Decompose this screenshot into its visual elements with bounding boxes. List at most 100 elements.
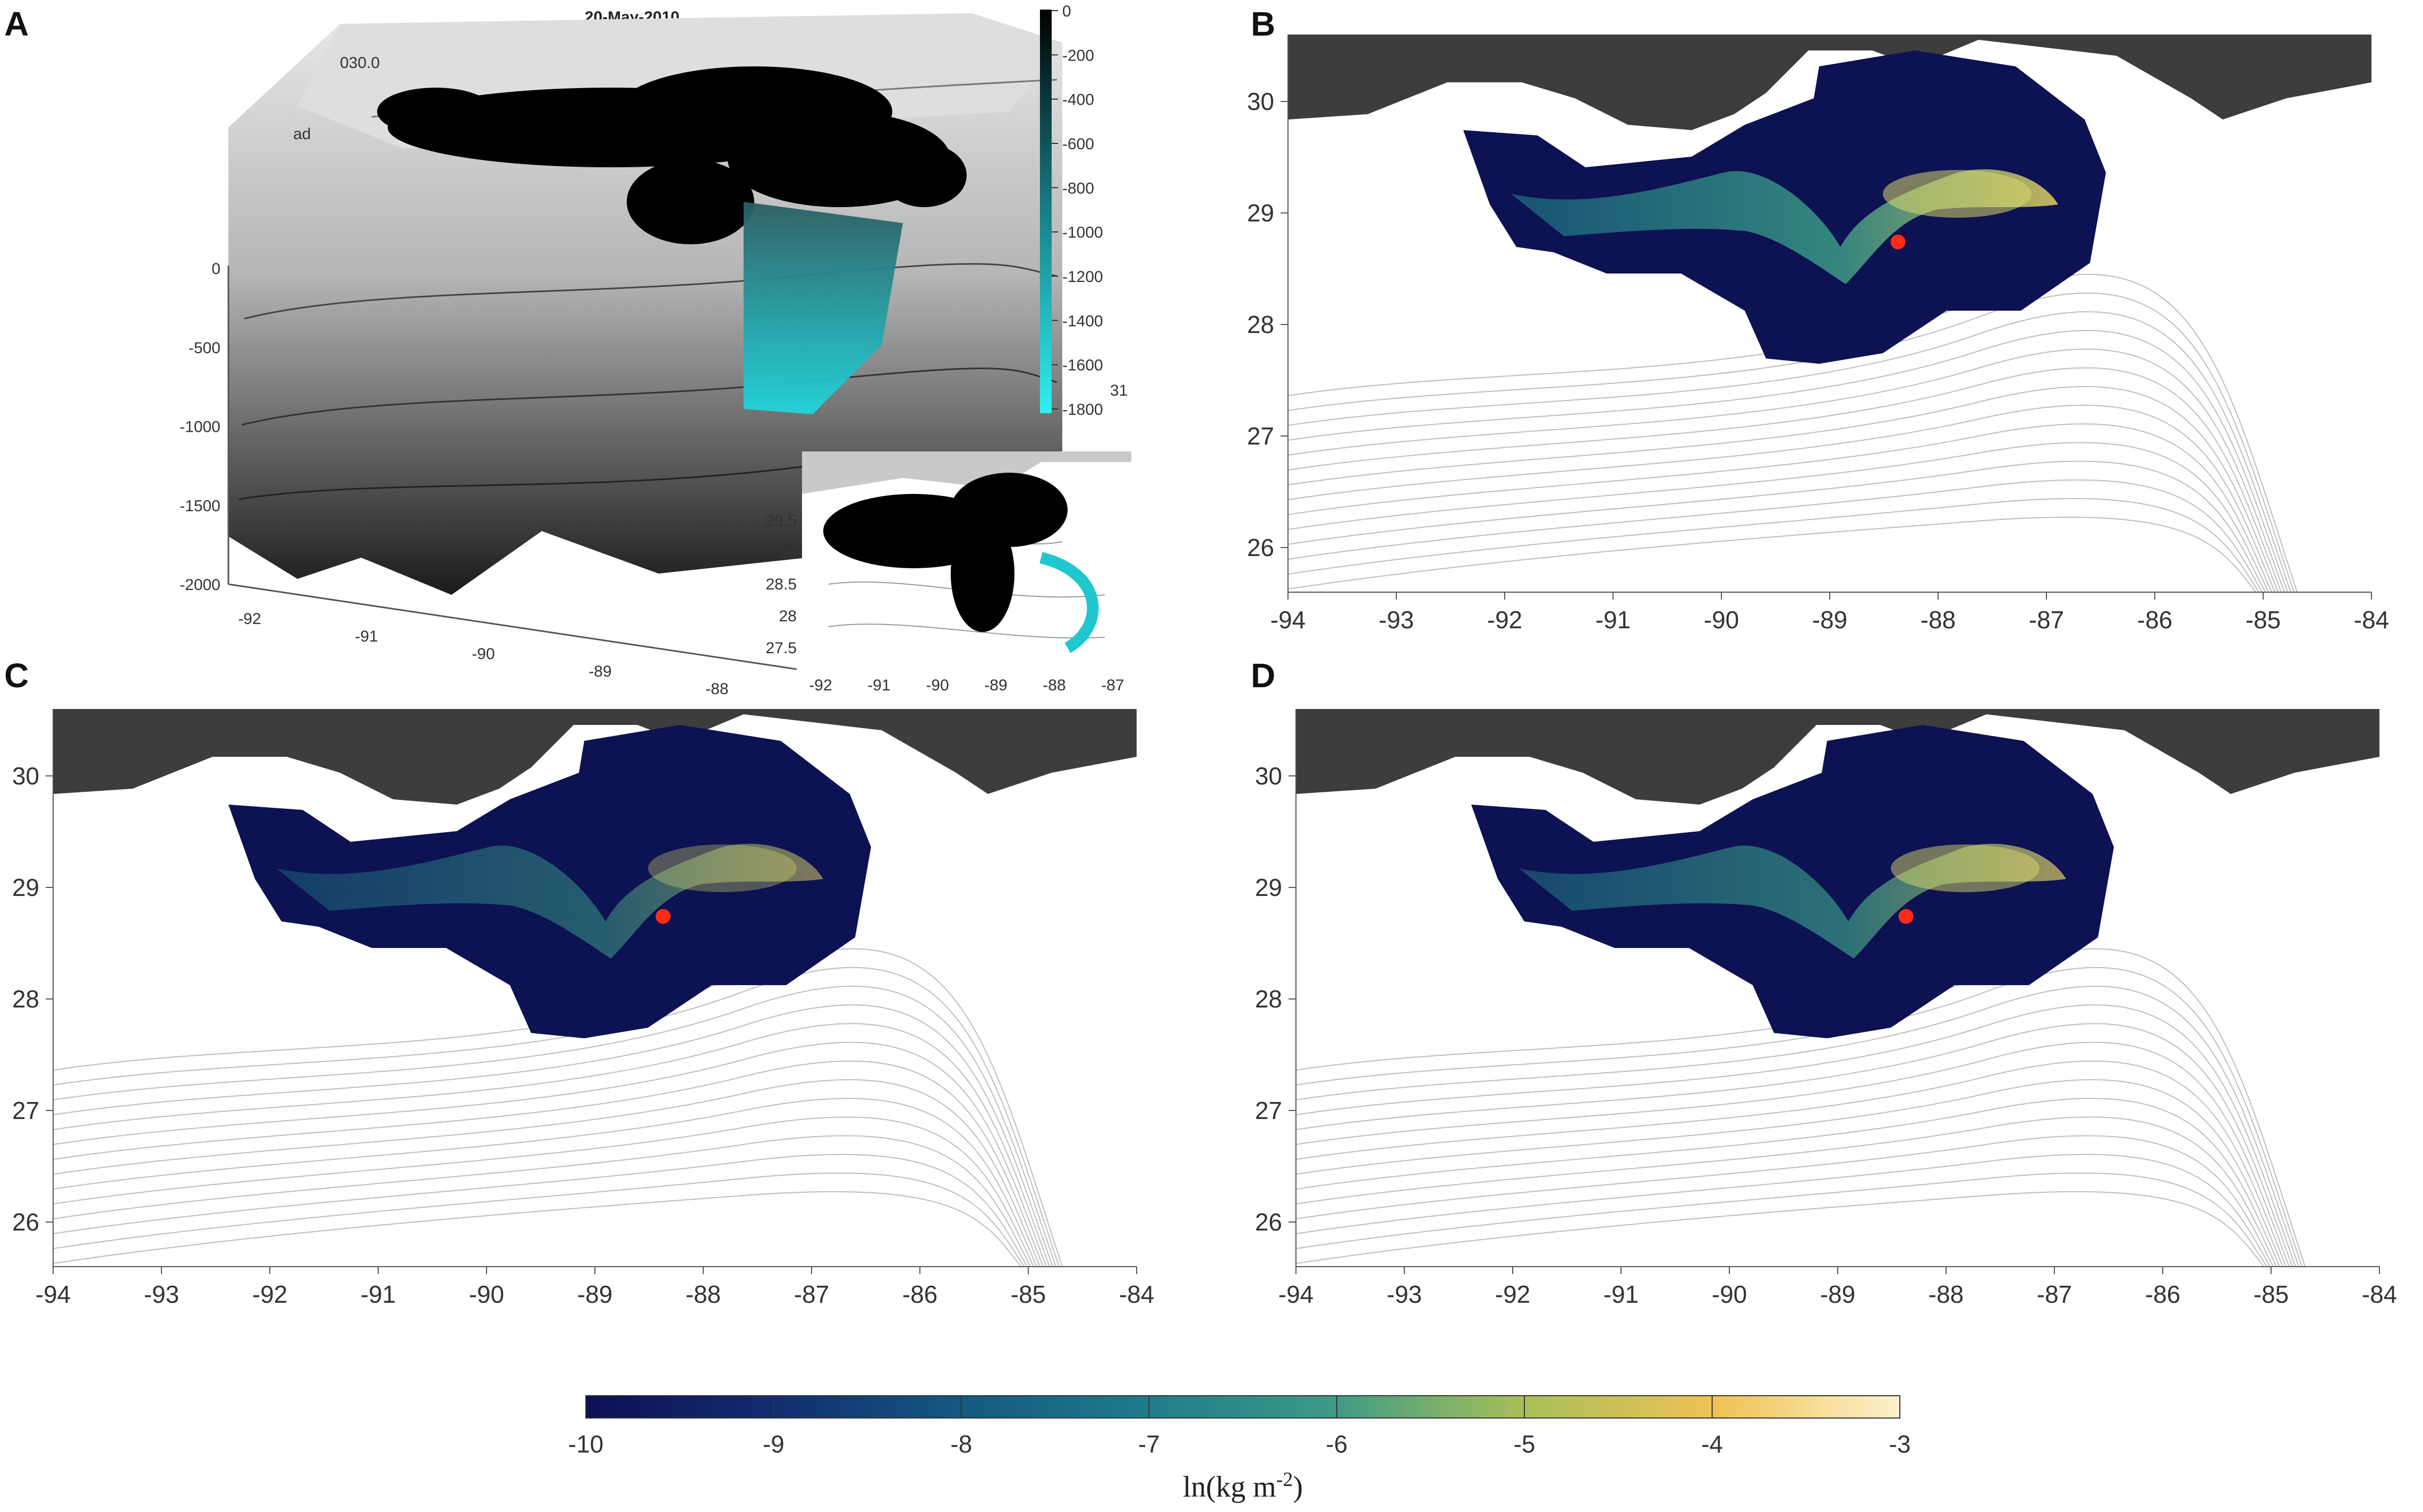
map-x-tick: -93 [1387, 1280, 1422, 1308]
depth-tick: -1800 [1062, 401, 1103, 418]
map-x-tick: -94 [1278, 1280, 1313, 1308]
map-y-tick: 30 [1247, 88, 1274, 115]
map-x-tick: -88 [1921, 606, 1956, 634]
corner-label-2: ad [293, 125, 311, 143]
x-tick: -88 [705, 680, 728, 698]
map-x-tick: -87 [794, 1280, 829, 1308]
surface-particles [377, 66, 967, 244]
map-x-tick: -86 [2145, 1280, 2180, 1308]
panel-c-map: -94 -93 -92 -91 -90 -89 -88 -87 -86 -85 -84 30 29 28 2… [12, 709, 1154, 1308]
release-point-marker [1898, 909, 1914, 924]
map-x-tick: -91 [361, 1280, 396, 1308]
map-x-tick: -92 [252, 1280, 287, 1308]
map-y-tick: 28 [1255, 985, 1282, 1013]
depth-colorbar [1040, 10, 1052, 413]
map-y-tick: 27 [1247, 422, 1274, 450]
map-x-tick: -87 [2037, 1280, 2072, 1308]
map-x-tick: -94 [36, 1280, 71, 1308]
map-x-tick: -85 [1011, 1280, 1046, 1308]
map-y-tick: 28 [12, 985, 39, 1013]
colorbar-tick: -3 [1889, 1430, 1911, 1458]
map-y-tick: 28 [1247, 311, 1274, 338]
panel-letter-b: B [1251, 5, 1276, 43]
map-x-tick: -93 [144, 1280, 179, 1308]
panel-letter-d: D [1251, 656, 1276, 695]
map-x-tick: -85 [2246, 606, 2281, 634]
plume-field [276, 843, 823, 959]
depth-tick: -400 [1062, 91, 1094, 109]
map-x-tick: -84 [2362, 1280, 2397, 1308]
inset-x-tick: -90 [926, 677, 949, 694]
depth-tick: -200 [1062, 47, 1094, 64]
x-tick: -89 [588, 663, 611, 680]
map-y-tick: 26 [12, 1208, 39, 1236]
map-x-tick: -90 [1704, 606, 1739, 634]
z-tick: -1500 [180, 497, 220, 515]
concentration-colorbar: -10 -9 -8 -7 -6 -5 -4 -3 ln(kg m-2) [568, 1395, 1911, 1504]
x-tick: -91 [355, 628, 378, 645]
inset-x-tick: -87 [1101, 677, 1124, 694]
inset-x-tick: -91 [867, 677, 890, 694]
z-tick: -500 [189, 339, 220, 357]
depth-tick: -1600 [1062, 357, 1103, 374]
panel-a-x-ticks: -92 -91 -90 -89 -88 [238, 610, 728, 698]
map-x-tick: -93 [1379, 606, 1414, 634]
map-x-tick: -92 [1487, 606, 1522, 634]
depth-tick: 0 [1062, 3, 1071, 20]
depth-tick: -1200 [1062, 268, 1103, 286]
colorbar-tick: -5 [1514, 1430, 1535, 1458]
x-tick: -90 [472, 645, 494, 663]
map-x-tick: -91 [1603, 1280, 1639, 1308]
map-x-tick: -91 [1596, 606, 1631, 634]
map-x-tick: -84 [1119, 1280, 1154, 1308]
panel-b-map: -94 -93 -92 -91 -90 -89 -88 -87 -86 -85 -84 30 29 28 2… [1247, 35, 2389, 634]
map-x-tick: -90 [469, 1280, 504, 1308]
map-x-tick: -84 [2354, 606, 2389, 634]
map-x-tick: -90 [1712, 1280, 1747, 1308]
z-tick: 0 [211, 260, 220, 278]
colorbar-tick: -6 [1326, 1430, 1347, 1458]
depth-tick: -800 [1062, 180, 1094, 197]
map-x-tick: -88 [686, 1280, 721, 1308]
depth-tick: -1000 [1062, 224, 1103, 242]
inset-x-tick: -89 [984, 677, 1007, 694]
colorbar-tick: -8 [950, 1430, 972, 1458]
panel-letter-c: C [4, 656, 29, 695]
map-x-tick: -87 [2029, 606, 2064, 634]
inset-x-ticks: -92 -91 -90 -89 -88 -87 [809, 677, 1124, 694]
inset-y-tick: 28 [779, 608, 797, 625]
panel-a-3d-view: 20-May-2010 0-200-400-600-800-1000-1200-… [180, 3, 1131, 698]
inset-y-tick: 29 [779, 544, 797, 561]
x-tick: -92 [238, 610, 261, 628]
colorbar-tick: -7 [1138, 1430, 1160, 1458]
map-y-tick: 27 [12, 1097, 39, 1124]
land-mass [53, 709, 1137, 805]
map-x-tick: -89 [1812, 606, 1847, 634]
y-axis-tick-31: 31 [1110, 382, 1128, 399]
map-y-tick: 29 [1247, 199, 1274, 227]
inset-x-tick: -92 [809, 677, 832, 694]
land-mass [1288, 35, 2371, 130]
colorbar-ticks: -10 -9 -8 -7 -6 -5 -4 -3 [568, 1396, 1911, 1458]
colorbar-tick: -4 [1701, 1430, 1723, 1458]
map-y-tick: 30 [1255, 762, 1282, 790]
map-x-tick: -86 [902, 1280, 937, 1308]
depth-tick: -600 [1062, 135, 1094, 153]
map-y-tick: 26 [1247, 534, 1274, 561]
deep-plume [744, 202, 903, 414]
depth-tick: -1400 [1062, 312, 1103, 330]
map-x-tick: -89 [577, 1280, 612, 1308]
colorbar-tick: -9 [763, 1430, 784, 1458]
corner-label-1: 030.0 [340, 54, 380, 72]
map-y-tick: 26 [1255, 1208, 1282, 1236]
depth-colorbar-ticks: 0 -200 -400 -600 -800 -1000 -1200 -1400 -1600 -18… [1052, 3, 1103, 418]
land-mass [1296, 709, 2379, 805]
map-y-tick: 29 [12, 874, 39, 901]
map-y-tick: 29 [1255, 874, 1282, 901]
map-x-tick: -94 [1270, 606, 1306, 634]
panel-d-map: -94 -93 -92 -91 -90 -89 -88 -87 -86 -85 -84 30 29 28 2… [1255, 709, 2397, 1308]
inset-y-tick: 28.5 [766, 576, 797, 593]
panel-letter-a: A [4, 5, 29, 43]
release-point-marker [655, 909, 671, 924]
